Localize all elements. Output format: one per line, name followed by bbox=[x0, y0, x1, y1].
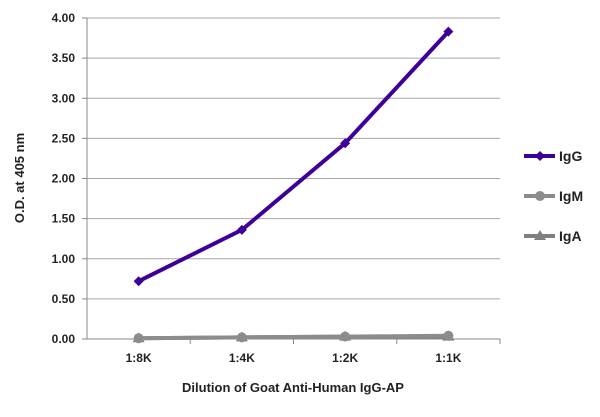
data-point bbox=[236, 332, 247, 343]
legend-marker bbox=[535, 191, 545, 201]
legend-item-igg: IgG bbox=[524, 148, 582, 164]
x-axis-ticks: 1:8K 1:4K 1:2K 1:1K bbox=[126, 339, 501, 365]
grid bbox=[87, 17, 500, 300]
y-tick-label: 4.00 bbox=[52, 11, 76, 25]
legend-label: IgG bbox=[559, 148, 582, 164]
legend: IgG IgM IgA bbox=[524, 148, 583, 244]
data-point bbox=[443, 26, 454, 37]
legend-label: IgA bbox=[559, 228, 582, 244]
x-tick-label: 1:4K bbox=[229, 351, 255, 365]
y-tick-label: 3.00 bbox=[52, 91, 76, 105]
data-point bbox=[236, 224, 247, 235]
y-tick-label: 2.50 bbox=[52, 131, 76, 145]
legend-item-igm: IgM bbox=[524, 188, 583, 204]
x-tick-label: 1:2K bbox=[332, 351, 358, 365]
series-group bbox=[132, 26, 455, 344]
x-axis-label: Dilution of Goat Anti-Human IgG-AP bbox=[182, 380, 404, 395]
y-tick-label: 0.00 bbox=[52, 332, 76, 346]
data-point bbox=[133, 333, 144, 344]
y-tick-label: 2.00 bbox=[52, 172, 76, 186]
series-line bbox=[137, 30, 450, 284]
y-tick-label: 0.50 bbox=[52, 292, 76, 306]
data-point bbox=[133, 276, 144, 287]
x-tick-label: 1:1K bbox=[435, 351, 461, 365]
y-tick-label: 1.00 bbox=[52, 252, 76, 266]
data-point bbox=[340, 138, 351, 149]
series-line bbox=[138, 333, 449, 341]
data-point bbox=[443, 330, 454, 341]
series-igm bbox=[133, 330, 454, 344]
y-tick-label: 3.50 bbox=[52, 51, 76, 65]
data-point bbox=[340, 331, 351, 342]
legend-label: IgM bbox=[559, 188, 583, 204]
legend-item-iga: IgA bbox=[524, 228, 582, 244]
x-tick-label: 1:8K bbox=[126, 351, 152, 365]
legend-marker bbox=[535, 151, 545, 161]
legend-marker bbox=[534, 230, 546, 240]
y-axis-label: O.D. at 405 nm bbox=[12, 133, 27, 223]
y-tick-label: 1.50 bbox=[52, 212, 76, 226]
y-axis-ticks: 0.00 0.50 1.00 1.50 2.00 2.50 3.00 3.50 4.00 bbox=[52, 11, 87, 346]
series-igg bbox=[133, 26, 454, 287]
